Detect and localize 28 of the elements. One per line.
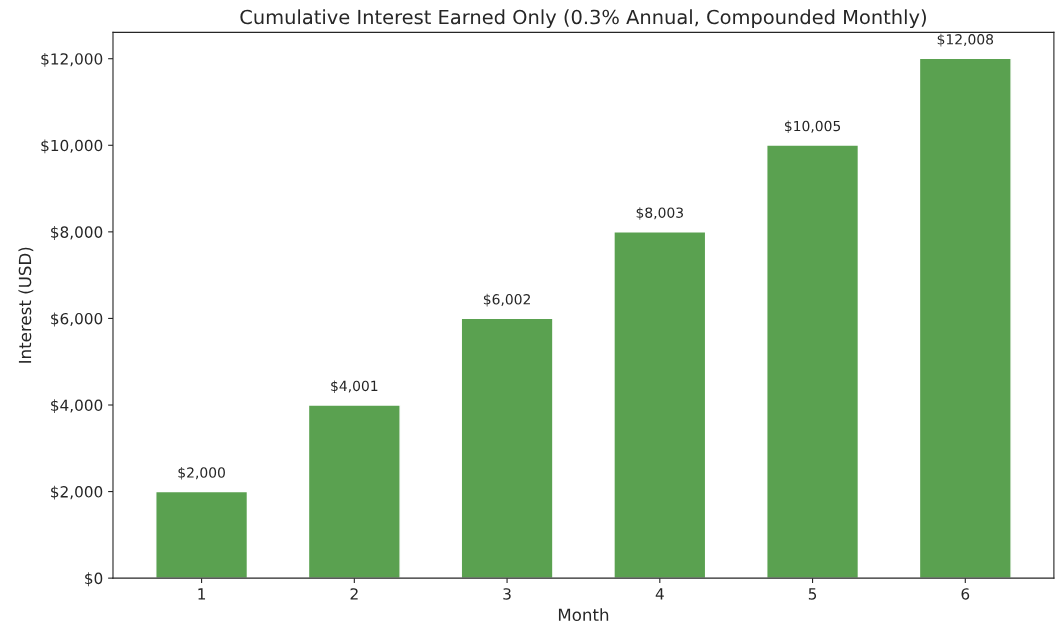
chart-title: Cumulative Interest Earned Only (0.3% Annual, Compounded Monthly) [240, 9, 926, 29]
y-tick-label: $12,000 [41, 52, 103, 67]
bar [307, 404, 401, 579]
y-tick-label: $6,000 [51, 312, 103, 327]
bar [460, 317, 554, 579]
y-tick-label: $2,000 [51, 485, 103, 500]
data-label: $6,002 [483, 293, 530, 307]
data-label: $2,000 [178, 467, 225, 480]
x-tick-label: 3 [503, 588, 511, 600]
bar [766, 144, 860, 579]
bar [155, 490, 249, 579]
data-label: $8,003 [636, 207, 683, 220]
data-label: $12,008 [937, 33, 994, 47]
y-tick-label: $0 [85, 572, 103, 587]
x-tick-label: 5 [808, 588, 817, 600]
bar [613, 231, 707, 579]
data-label: $4,001 [331, 380, 378, 393]
x-tick-label: 1 [198, 588, 206, 600]
x-tick-label: 2 [350, 588, 358, 600]
y-tick-label: $4,000 [51, 399, 103, 414]
y-tick-label: $10,000 [41, 139, 103, 154]
x-tick-label: 6 [961, 588, 970, 600]
data-label: $10,005 [784, 120, 841, 134]
y-tick-label: $8,000 [51, 226, 103, 240]
x-tick-label: 4 [655, 588, 664, 600]
bar [918, 57, 1012, 579]
x-axis-title: Month [558, 608, 609, 622]
y-axis-title: Interest (USD) [18, 247, 34, 363]
